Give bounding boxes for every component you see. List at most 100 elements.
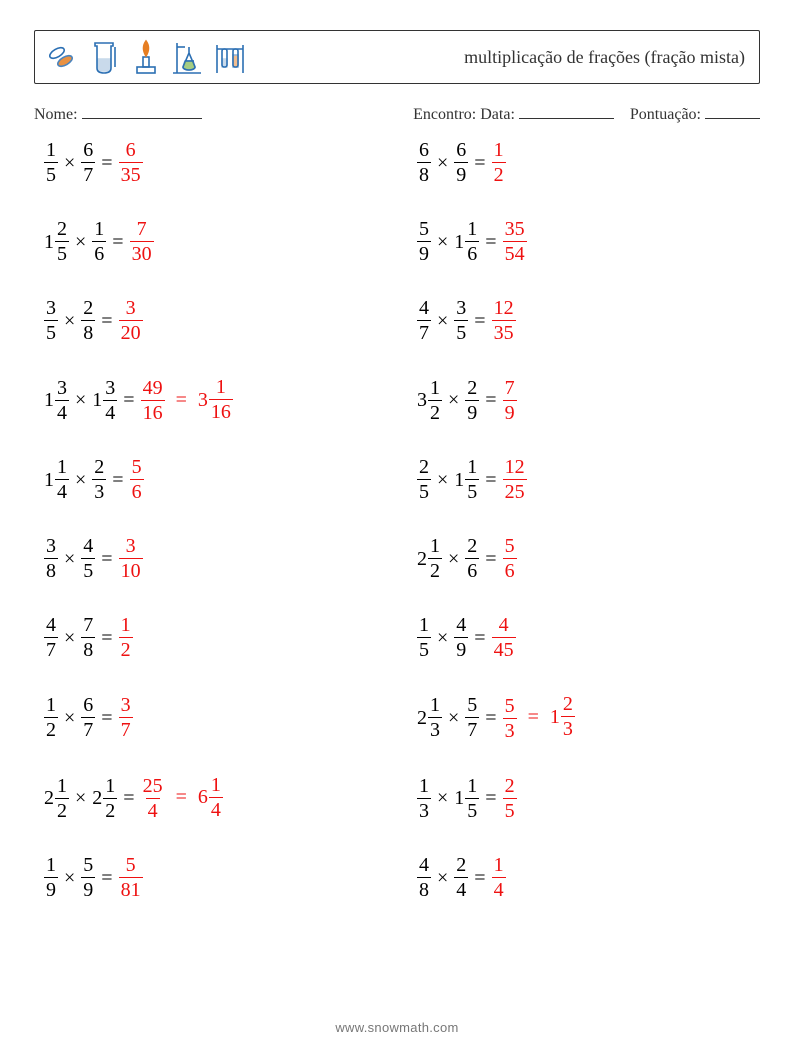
denominator: 5 xyxy=(417,479,431,502)
numerator: 5 xyxy=(503,536,517,558)
numerator: 3 xyxy=(55,378,69,400)
whole-part: 2 xyxy=(417,708,427,728)
equals-symbol: = xyxy=(474,311,485,331)
denominator: 4 xyxy=(454,877,468,900)
fraction-part: 79 xyxy=(503,378,517,423)
denominator: 4 xyxy=(55,479,69,502)
denominator: 4 xyxy=(146,798,160,821)
equals-symbol: = xyxy=(171,389,192,411)
fraction-part: 15 xyxy=(465,776,479,821)
numerator: 12 xyxy=(492,298,516,320)
fraction: 12 xyxy=(492,150,506,172)
fraction-part: 12 xyxy=(44,695,58,740)
answer: 445 xyxy=(492,615,516,660)
denominator: 9 xyxy=(417,241,431,264)
whole-part: 1 xyxy=(44,232,54,252)
fraction: 59 xyxy=(81,855,95,900)
whole-part: 1 xyxy=(44,390,54,410)
denominator: 3 xyxy=(92,479,106,502)
equals-symbol: = xyxy=(112,470,123,490)
mixed-number: 134 xyxy=(92,378,117,423)
numerator: 3 xyxy=(454,298,468,320)
footer-url: www.snowmath.com xyxy=(0,1020,794,1035)
denominator: 3 xyxy=(561,716,575,739)
answer: 37 xyxy=(119,695,133,740)
fraction: 78 xyxy=(81,615,95,660)
header-icons xyxy=(45,37,247,77)
fraction-part: 14 xyxy=(55,457,69,502)
fraction: 49 xyxy=(454,615,468,660)
whole-part: 2 xyxy=(92,788,102,808)
problem-row: 213×57=53 = 123 xyxy=(417,694,760,740)
equals-symbol: = xyxy=(474,153,485,173)
times-symbol: × xyxy=(437,788,448,808)
numerator: 1 xyxy=(119,615,133,637)
fraction-part: 38 xyxy=(44,536,58,581)
times-symbol: × xyxy=(64,708,75,728)
numerator: 4 xyxy=(44,615,58,637)
denominator: 8 xyxy=(81,320,95,343)
denominator: 8 xyxy=(44,558,58,581)
tubes-icon xyxy=(213,37,247,77)
fraction: 13 xyxy=(417,776,431,821)
problem-row: 47×35=1235 xyxy=(417,298,760,343)
fraction: 53 xyxy=(503,706,517,728)
fraction: 56 xyxy=(130,468,144,490)
numerator: 2 xyxy=(561,694,575,716)
numerator: 2 xyxy=(454,855,468,877)
numerator: 1 xyxy=(44,695,58,717)
mixed-number: 115 xyxy=(454,457,479,502)
fraction-part: 35 xyxy=(454,298,468,343)
equals-symbol: = xyxy=(485,232,496,252)
denominator: 3 xyxy=(417,798,431,821)
beaker-icon xyxy=(87,37,121,77)
answer: 56 xyxy=(503,536,517,581)
equals-symbol: = xyxy=(101,628,112,648)
denominator: 35 xyxy=(492,320,516,343)
pills-icon xyxy=(45,37,79,77)
whole-part: 1 xyxy=(44,470,54,490)
equals-symbol: = xyxy=(171,786,192,808)
fraction-part: 49 xyxy=(454,615,468,660)
worksheet-header: multiplicação de frações (fração mista) xyxy=(34,30,760,84)
fraction-part: 13 xyxy=(417,776,431,821)
fraction-part: 19 xyxy=(44,855,58,900)
times-symbol: × xyxy=(448,549,459,569)
numerator: 4 xyxy=(497,615,511,637)
fraction: 56 xyxy=(503,547,517,569)
numerator: 5 xyxy=(130,457,144,479)
denominator: 5 xyxy=(503,798,517,821)
fraction-part: 28 xyxy=(81,298,95,343)
fraction: 59 xyxy=(417,219,431,264)
fraction: 3554 xyxy=(503,229,527,251)
problem-row: 12×67=37 xyxy=(44,694,387,740)
mixed-number: 312 xyxy=(417,378,442,423)
denominator: 6 xyxy=(465,558,479,581)
answer: 14 xyxy=(492,855,506,900)
numerator: 6 xyxy=(454,140,468,162)
numerator: 3 xyxy=(44,536,58,558)
whole-part: 1 xyxy=(454,232,464,252)
times-symbol: × xyxy=(437,311,448,331)
numerator: 25 xyxy=(141,776,165,798)
whole-part: 3 xyxy=(198,390,208,410)
problems-grid: 15×67=63568×69=12125×16=73059×116=355435… xyxy=(34,140,760,900)
denominator: 8 xyxy=(81,637,95,660)
fraction-part: 24 xyxy=(454,855,468,900)
fraction: 23 xyxy=(92,457,106,502)
fraction-part: 34 xyxy=(55,378,69,423)
denominator: 5 xyxy=(81,558,95,581)
fraction-part: 14 xyxy=(209,775,223,820)
answer: 79 xyxy=(503,378,517,423)
times-symbol: × xyxy=(437,153,448,173)
numerator: 6 xyxy=(417,140,431,162)
fraction-part: 4916 xyxy=(141,378,165,423)
numerator: 4 xyxy=(81,536,95,558)
denominator: 6 xyxy=(465,241,479,264)
problem-row: 125×16=730 xyxy=(44,219,387,264)
problem-row: 35×28=320 xyxy=(44,298,387,343)
fraction: 320 xyxy=(119,308,143,330)
fraction-part: 14 xyxy=(492,855,506,900)
times-symbol: × xyxy=(437,868,448,888)
problem-row: 68×69=12 xyxy=(417,140,760,185)
